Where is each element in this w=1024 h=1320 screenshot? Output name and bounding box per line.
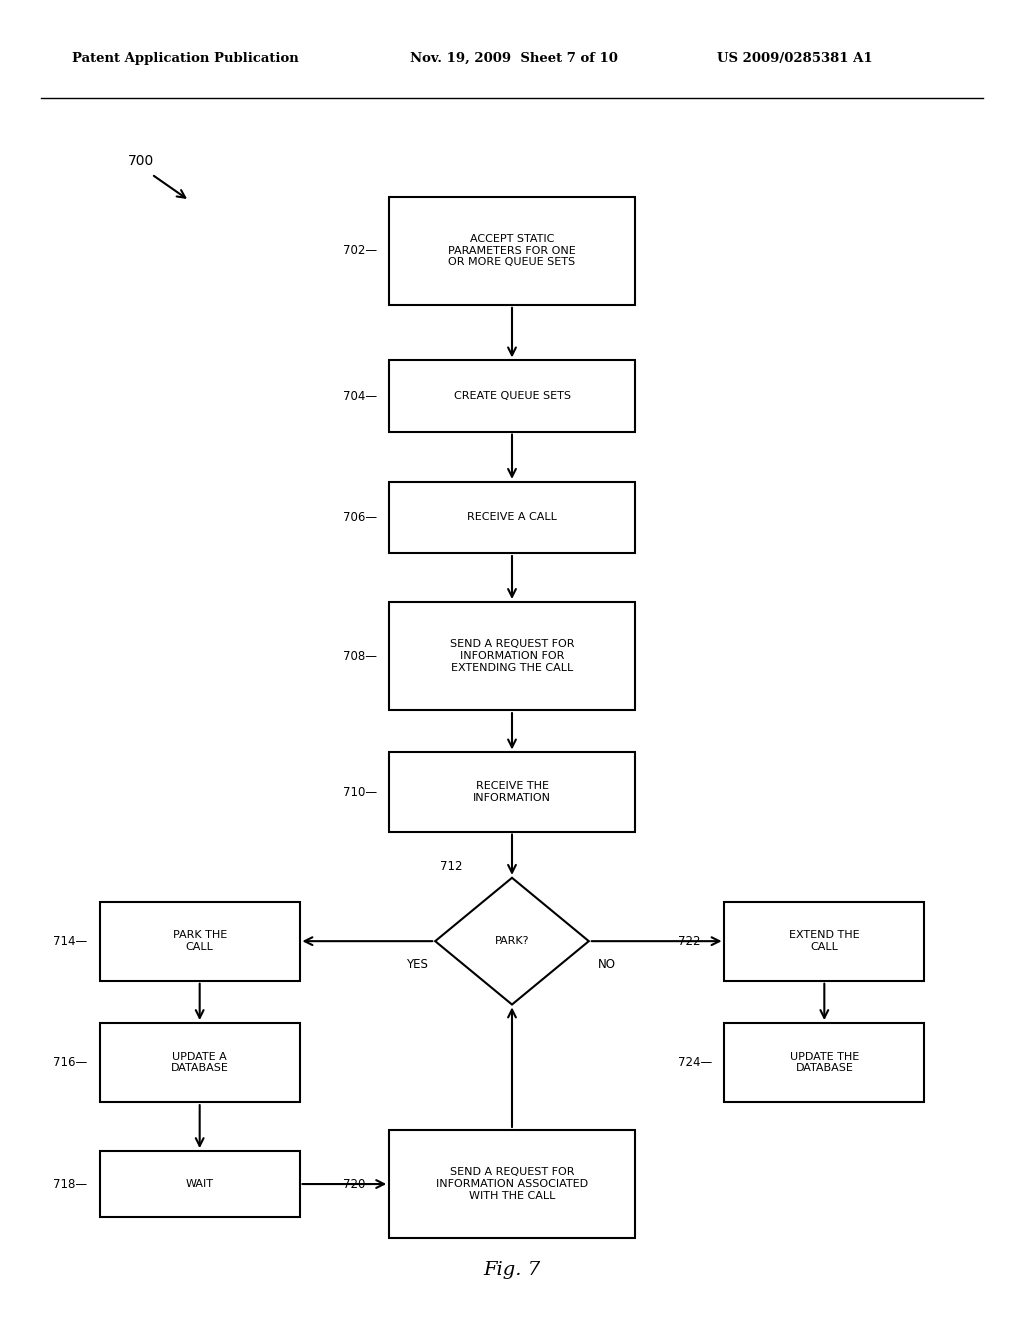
Text: NO: NO xyxy=(598,958,616,972)
Text: PARK?: PARK? xyxy=(495,936,529,946)
Bar xyxy=(725,902,925,981)
Polygon shape xyxy=(435,878,589,1005)
Bar xyxy=(389,482,635,553)
Text: 722—: 722— xyxy=(678,935,713,948)
Text: PARK THE
CALL: PARK THE CALL xyxy=(173,931,226,952)
Text: 702—: 702— xyxy=(343,244,377,257)
Bar xyxy=(389,197,635,305)
Text: 720—: 720— xyxy=(343,1177,377,1191)
Bar xyxy=(100,1023,299,1102)
Text: SEND A REQUEST FOR
INFORMATION FOR
EXTENDING THE CALL: SEND A REQUEST FOR INFORMATION FOR EXTEN… xyxy=(450,639,574,673)
Bar xyxy=(100,902,299,981)
Text: Nov. 19, 2009  Sheet 7 of 10: Nov. 19, 2009 Sheet 7 of 10 xyxy=(410,51,617,65)
Bar xyxy=(725,1023,925,1102)
Text: ACCEPT STATIC
PARAMETERS FOR ONE
OR MORE QUEUE SETS: ACCEPT STATIC PARAMETERS FOR ONE OR MORE… xyxy=(449,234,575,268)
Text: US 2009/0285381 A1: US 2009/0285381 A1 xyxy=(717,51,872,65)
Text: UPDATE THE
DATABASE: UPDATE THE DATABASE xyxy=(790,1052,859,1073)
Text: 706—: 706— xyxy=(343,511,377,524)
Text: 718—: 718— xyxy=(53,1177,88,1191)
Text: Fig. 7: Fig. 7 xyxy=(483,1261,541,1279)
Bar xyxy=(389,602,635,710)
Text: 708—: 708— xyxy=(343,649,377,663)
Text: 704—: 704— xyxy=(343,389,377,403)
Text: UPDATE A
DATABASE: UPDATE A DATABASE xyxy=(171,1052,228,1073)
Bar xyxy=(389,752,635,832)
Bar xyxy=(389,1130,635,1238)
Text: 716—: 716— xyxy=(53,1056,88,1069)
Text: EXTEND THE
CALL: EXTEND THE CALL xyxy=(790,931,859,952)
Text: Patent Application Publication: Patent Application Publication xyxy=(72,51,298,65)
Text: 700: 700 xyxy=(128,154,155,168)
Text: 712: 712 xyxy=(440,859,463,873)
Text: YES: YES xyxy=(406,958,428,972)
Text: RECEIVE A CALL: RECEIVE A CALL xyxy=(467,512,557,523)
Text: CREATE QUEUE SETS: CREATE QUEUE SETS xyxy=(454,391,570,401)
Text: WAIT: WAIT xyxy=(185,1179,214,1189)
Text: 724—: 724— xyxy=(678,1056,713,1069)
Text: SEND A REQUEST FOR
INFORMATION ASSOCIATED
WITH THE CALL: SEND A REQUEST FOR INFORMATION ASSOCIATE… xyxy=(436,1167,588,1201)
Text: 714—: 714— xyxy=(53,935,88,948)
Bar xyxy=(100,1151,299,1217)
Text: 710—: 710— xyxy=(343,785,377,799)
Text: RECEIVE THE
INFORMATION: RECEIVE THE INFORMATION xyxy=(473,781,551,803)
Bar xyxy=(389,360,635,432)
